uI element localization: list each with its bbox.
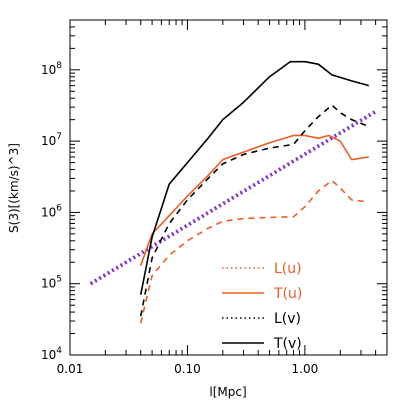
y-tick-label: 104 (41, 346, 62, 362)
y-tick-exponent: 6 (56, 203, 62, 213)
legend-label-3: L(v) (274, 311, 301, 327)
y-tick-label: 107 (41, 132, 62, 148)
y-tick-label: 108 (41, 61, 62, 77)
x-axis-label: l[Mpc] (209, 385, 246, 399)
y-tick-exponent: 8 (56, 61, 62, 71)
y-tick-base: 10 (41, 277, 56, 291)
y-tick-label: 106 (41, 203, 62, 219)
y-tick-exponent: 7 (56, 132, 62, 142)
y-axis-label: S(3)[(km/s)^3] (7, 143, 21, 233)
y-tick-exponent: 5 (56, 275, 62, 285)
y-tick-base: 10 (41, 134, 56, 148)
series-line-3 (139, 179, 369, 324)
x-tick-label: 1.00 (292, 362, 319, 376)
y-tick-label: 105 (41, 275, 62, 291)
series-line-5 (139, 60, 370, 295)
legend-label-2: T(u) (273, 286, 302, 302)
legend-label-1: L(u) (274, 261, 302, 277)
legend-label-4: T(v) (273, 336, 302, 352)
series-line-2 (139, 134, 369, 266)
y-tick-base: 10 (41, 348, 56, 362)
data-series (89, 60, 377, 324)
y-tick-base: 10 (41, 63, 56, 77)
series-line-1 (89, 109, 377, 286)
legend: L(u) T(u) L(v) T(v) (222, 261, 302, 352)
x-tick-label: 0.01 (57, 362, 84, 376)
plot-frame (69, 19, 388, 356)
x-tick-label: 0.10 (174, 362, 201, 376)
y-tick-base: 10 (41, 205, 56, 219)
y-tick-exponent: 4 (56, 346, 62, 356)
